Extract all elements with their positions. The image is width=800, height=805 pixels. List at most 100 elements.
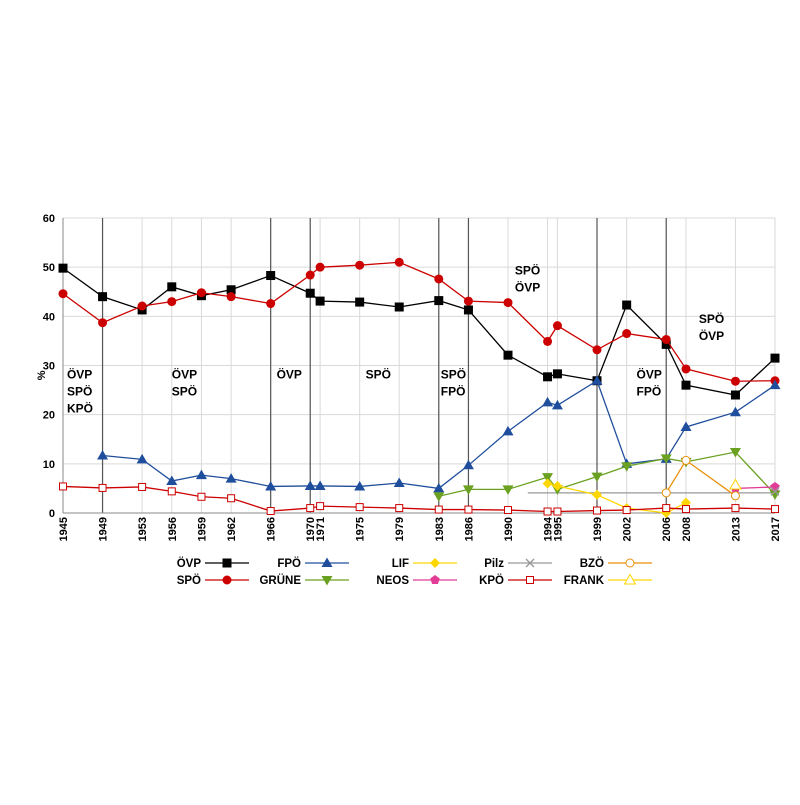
series-layer: [58, 257, 781, 518]
x-tick-label: 1986: [463, 517, 475, 541]
grid-layer: [62, 217, 776, 514]
data-point-fp: [304, 480, 316, 490]
data-point-kp: [306, 504, 315, 513]
data-point-vp: [730, 390, 740, 400]
data-point-fp: [542, 396, 554, 407]
x-tick-label: 1983: [434, 517, 446, 541]
series-line-sp: [62, 261, 776, 382]
coalition-label: KPÖ: [67, 400, 93, 415]
legend-label: FPÖ: [277, 557, 301, 570]
data-point-gr-ne: [591, 472, 603, 483]
data-point-vp: [167, 282, 177, 292]
data-point-fp: [769, 379, 781, 390]
series-vp: [58, 263, 780, 400]
data-point-kp: [98, 483, 107, 492]
y-axis-label: %: [36, 370, 48, 380]
legend-marker: [321, 576, 333, 586]
data-point-sp: [226, 292, 236, 302]
data-point-sp: [305, 270, 315, 280]
data-point-vp: [681, 380, 691, 390]
data-point-gr-ne: [621, 462, 633, 472]
legend-label: GRÜNE: [259, 574, 301, 587]
y-tick-label: 0: [49, 508, 55, 520]
coalition-label: SPÖ: [67, 383, 92, 398]
x-tick-label: 1945: [58, 517, 70, 541]
x-tick-label: 1975: [355, 517, 367, 541]
data-point-kp: [434, 505, 443, 514]
y-tick-label: 60: [43, 213, 55, 225]
data-point-vp: [622, 300, 632, 310]
legend-item-kp: KPÖ: [479, 574, 552, 587]
coalition-label: FPÖ: [637, 383, 662, 398]
series-sp: [58, 257, 780, 386]
data-point-vp: [661, 339, 671, 349]
data-point-vp: [503, 350, 513, 360]
data-point-fp: [97, 449, 109, 460]
legend-item-fp: FPÖ: [277, 557, 349, 570]
data-point-sp: [681, 364, 691, 374]
series-line-neos: [735, 486, 776, 490]
data-point-sp: [463, 296, 473, 306]
x-tick-label: 2008: [681, 517, 693, 541]
data-point-kp: [464, 505, 473, 514]
series-line-vp: [62, 267, 776, 396]
legend-label: FRANK: [564, 575, 605, 587]
data-point-kp: [59, 482, 67, 491]
data-point-bz: [681, 455, 691, 465]
data-point-sp: [58, 289, 68, 299]
data-point-kp: [622, 506, 631, 515]
data-point-fp: [225, 473, 237, 483]
x-tick-label: 2013: [730, 517, 742, 541]
data-point-sp: [137, 301, 147, 311]
data-point-gr-ne: [660, 454, 672, 464]
x-tick-label: 1953: [137, 517, 149, 541]
cross-stroke: [770, 486, 780, 496]
y-tick-label: 10: [43, 459, 55, 471]
data-point-gr-ne: [462, 485, 474, 495]
coalition-label: FPÖ: [441, 383, 466, 398]
x-tick-label: 1994: [543, 516, 555, 541]
data-point-gr-ne: [542, 473, 554, 483]
legend-item-sp: SPÖ: [177, 574, 249, 587]
coalition-labels: ÖVP SPÖ KPÖ ÖVP SPÖ ÖVP SPÖ SPÖ FPÖ SPÖ ÖVP ÖVP FPÖ S…: [67, 263, 724, 416]
legend-marker: [625, 558, 635, 568]
data-point-lif: [592, 489, 602, 500]
x-tick-label: 1971: [315, 517, 327, 541]
data-point-kp: [543, 507, 552, 516]
legend-marker: [321, 557, 333, 567]
legend: ÖVP FPÖ LIF Pilz BZÖ SPÖ GRÜNE NEOS KPÖ FRANK: [177, 557, 652, 587]
legend-label: LIF: [392, 558, 409, 570]
coalition-label: SPÖ: [366, 366, 391, 381]
data-point-sp: [622, 329, 632, 339]
data-point-sp: [543, 336, 553, 346]
data-point-kp: [662, 504, 671, 513]
x-tick-label: 1959: [196, 517, 208, 541]
x-tick-label: 1999: [592, 517, 604, 541]
data-point-sp: [394, 257, 404, 267]
y-tick-label: 30: [43, 361, 55, 373]
data-point-vp: [463, 305, 473, 315]
coalition-label: SPÖ: [172, 383, 197, 398]
legend-label: BZÖ: [580, 557, 604, 570]
data-point-fp: [314, 480, 326, 490]
series-frank: [729, 478, 742, 490]
legend-item-pilz: Pilz: [484, 558, 552, 570]
data-point-sp: [592, 345, 602, 355]
data-point-vp: [770, 353, 780, 363]
government-change-lines: [101, 218, 667, 513]
data-point-fp: [265, 480, 277, 491]
legend-label: NEOS: [376, 575, 409, 587]
data-point-vp: [355, 297, 365, 307]
data-point-sp: [503, 298, 513, 308]
legend-label: KPÖ: [479, 574, 504, 587]
data-point-sp: [315, 262, 325, 272]
data-point-fp: [433, 482, 445, 493]
coalition-label: ÖVP: [637, 366, 662, 381]
data-point-kp: [227, 494, 236, 503]
data-point-fp: [462, 459, 474, 470]
legend-marker: [430, 575, 440, 585]
data-point-vp: [434, 296, 444, 306]
data-point-sp: [434, 274, 444, 284]
coalition-label: ÖVP: [515, 280, 540, 295]
coalition-label: SPÖ: [699, 311, 724, 326]
